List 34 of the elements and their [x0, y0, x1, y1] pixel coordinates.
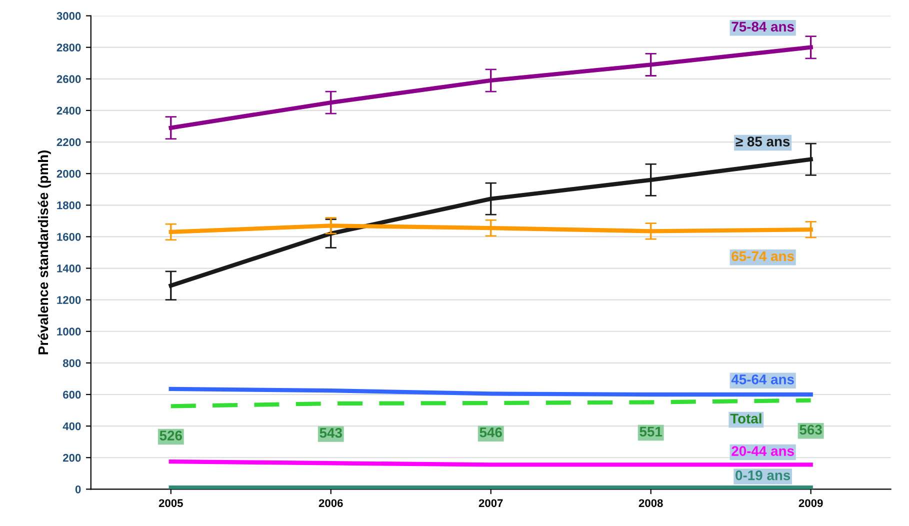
- x-tick-label: 2009: [798, 499, 823, 508]
- y-tick-label: 1400: [57, 264, 81, 272]
- y-tick-label: 2000: [56, 170, 81, 178]
- y-tick-label: 0: [75, 485, 81, 494]
- y-tick-label: 1200: [57, 296, 81, 304]
- x-tick-label: 2008: [638, 499, 663, 508]
- x-tick-label: 2007: [478, 499, 503, 508]
- data-label: 543: [320, 428, 342, 438]
- series-label: 0-19 ans: [736, 470, 790, 480]
- y-tick-label: 1800: [57, 201, 81, 210]
- series-label: Total: [730, 413, 762, 424]
- y-tick-label: 2800: [56, 44, 81, 52]
- series-label: 65-74 ans: [732, 251, 794, 262]
- y-tick-label: 400: [62, 422, 81, 430]
- y-tick-label: 3000: [56, 12, 81, 20]
- y-tick-label: 1600: [57, 232, 81, 241]
- data-label: 546: [480, 427, 502, 438]
- y-tick-label: 600: [63, 390, 81, 399]
- data-label: 551: [640, 426, 662, 437]
- y-tick-label: 800: [62, 359, 81, 368]
- series-label: ≥ 85 ans: [736, 136, 790, 146]
- y-tick-label: 200: [63, 454, 81, 462]
- series-label: 20-44 ans: [732, 446, 794, 456]
- data-label: 526: [160, 430, 182, 440]
- series-label: 75-84 ans: [732, 22, 794, 32]
- x-tick-label: 2006: [318, 499, 343, 508]
- y-tick-label: 2400: [56, 106, 81, 115]
- y-tick-label: 2600: [56, 75, 81, 84]
- y-tick-label: 1000: [57, 328, 81, 336]
- y-tick-label: 2200: [56, 138, 81, 146]
- series-label: 45-64 ans: [731, 374, 794, 384]
- x-tick-label: 2005: [158, 499, 183, 508]
- data-label: 563: [800, 424, 822, 435]
- y-axis-title: Prévalence standardisée (pmh): [38, 150, 51, 354]
